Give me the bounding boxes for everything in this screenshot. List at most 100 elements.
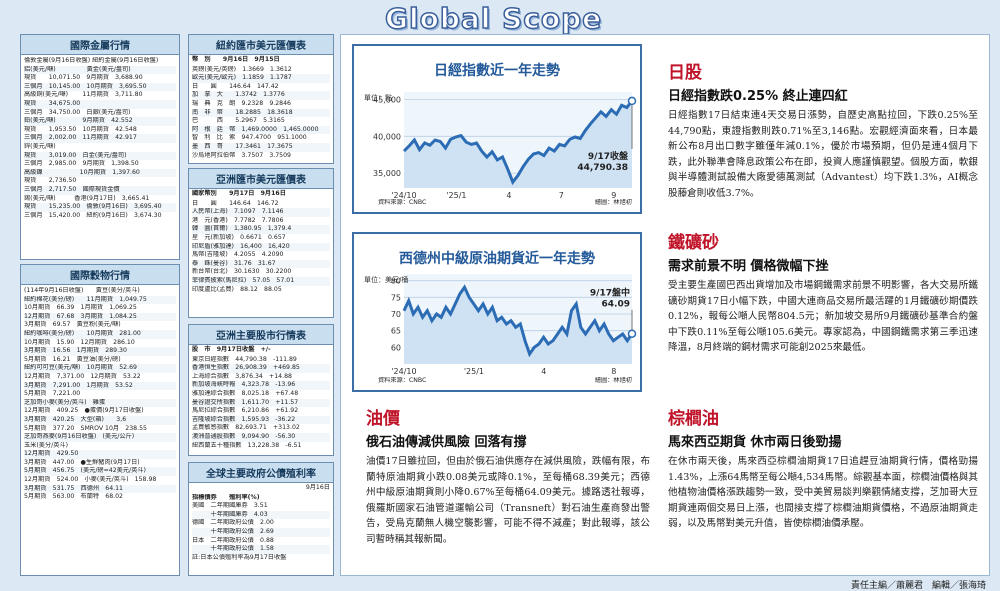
article-palm: 棕櫚油 馬來西亞期貨 休市兩日後勁揚 在休市兩天後，馬來西亞棕櫚油期貨17日追趕… [668,404,978,532]
table-row: 5月期貨 7,221.00 [24,390,81,398]
forex-usd-table: 英鎊(美元/英鎊) 1.3669 1.3612 歐元(美元/歐元) 1.1859 … [189,66,333,161]
grains-panel: 國際穀物行情 (114年9月16日收盤) 黃豆(美分/英斗) 紐約棉花(美分/磅)… [20,264,180,576]
article-iron-headline: 需求前景不明 價格微幅下挫 [668,259,829,274]
table-row: 十年期國庫券 4.03 [192,510,330,520]
oil-chart-title: 西德州中級原油期貨近一年走勢 [399,251,595,267]
callout-date: 9/17盤中 [590,287,630,299]
series-line [402,284,634,358]
table-row: 現貨 15,235.00 倫敦(9月16日) 3,695.40 [24,203,176,212]
table-row: 三個月 10,145.00 10月期貨 3,695.50 [24,82,176,92]
article-oil-headline: 俄石油傳減供風險 回落有撐 [366,435,527,450]
y-tick-label: 45,000 [373,95,401,104]
table-row: 12月期貨 429.50 [24,450,176,459]
nikkei-chart-credit: 繪圖：林旭初 [594,199,632,206]
table-row: 12月期貨 7,371.00 12月期貨 53.22 [24,372,141,380]
article-nikkei-headline: 日經指數跌0.25% 終止連四紅 [668,89,848,104]
table-row: 錫(美元/噸) 香港(9月17日) 3,665.41 [24,194,150,202]
table-row: 十年期政府公債 1.58 [192,545,330,554]
table-row: 三個月 34,750.00 白銀(美元/盎司) [24,108,131,116]
table-row: (114年9月16日收盤) 黃豆(美分/英斗) [24,287,140,294]
table-row: 菲律賓披索(馬尼拉) 57.05 57.01 [192,276,330,286]
bonds-panel: 全球主要政府公債殖利率 9月16日 指標債券 殖利率(%) 美國 二年期國庫券 … [188,462,334,576]
table-row: 紐約可可豆(美元/噸) 10月期貨 52.69 [24,364,176,373]
article-nikkei-section: 日股 [668,63,702,83]
article-palm-section: 棕櫚油 [668,409,719,429]
bonds-date: 9月16日 [305,484,330,491]
table-row: 墨 西 哥 17.3461 17.3675 [192,142,330,152]
table-row: 星 元(新加坡) 0.6671 0.657 [192,233,286,241]
forex-usd-header: 幣 別 9月16日 9月15日 [192,56,280,63]
table-row: 3月期貨 447.00 ●生鮮豬肉(9月17日) [24,458,140,466]
metals-table: 倫敦金屬(9月16日收盤) 紐約金屬(9月16日收盤) 鋁(美元/噸) 黃金(美元… [21,55,179,222]
footer-credit: 責任主編／蕭麗君 編輯／張海琦 [850,581,986,591]
table-row: 歐元(美元/歐元) 1.1859 1.1787 [192,74,330,83]
nikkei-chart-title: 日經指數近一年走勢 [434,63,560,79]
x-tick-label: '24/10 [391,367,416,376]
y-tick-label: 35,000 [373,169,401,178]
forex-asia-header: 國家幣別 9月17日 9月16日 [192,190,286,197]
table-row: 紐約咖啡(美分/磅) 10月期貨 281.00 [24,329,176,339]
table-row: 吉隆坡綜合指數 1,595.93 -36.22 [192,415,330,425]
table-row: 倫敦金屬(9月16日收盤) 紐約金屬(9月16日收盤) [24,57,159,64]
table-row: 3月期貨 16.56 1月期貨 289.30 [24,347,176,356]
series-line [402,99,634,186]
table-row: 3月期貨 420.25 大型(箱) 3,6 [24,415,176,425]
forex-usd-title: 紐約匯市美元匯價表 [189,35,333,55]
table-row: 港 元(香港) 7.7782 7.7806 [192,216,284,224]
article-iron-body: 受主要生產國巴西出貨增加及市場鋼鐵需求前景不明影響，各大交易所鐵礦砂期貨17日小… [668,280,978,353]
table-row: 日 圓 146.64 146.72 [192,199,279,207]
table-row: 3月期貨 531.75 西德州 64.11 [24,484,176,494]
article-nikkei: 日股 日經指數跌0.25% 終止連四紅 日經指數17日結束連4天交易日漲勢，自歷… [668,58,978,201]
x-tick-label: 9 [611,191,616,200]
bonds-table: 美國 二年期國庫券 3.51 十年期國庫券 4.03 德國 二年期政府公債 2.0… [189,502,333,554]
oil-chart-credit: 繪圖：林旭初 [594,377,632,384]
article-nikkei-body: 日經指數17日結束連4天交易日漲勢，自歷史高點拉回，下跌0.25%至44,790… [668,110,978,199]
table-row: 3月期貨 69.57 黃豆粉(美元/噸) [24,321,121,329]
table-row: 英鎊(美元/英鎊) 1.3669 1.3612 [192,65,292,73]
bonds-header: 指標債券 殖利率(%) [192,493,260,501]
metals-panel: 國際金屬行情 倫敦金屬(9月16日收盤) 紐約金屬(9月16日收盤) 鋁(美元/噸… [20,34,180,260]
y-tick-label: 60 [391,343,401,352]
x-tick-label: '25/1 [446,191,466,200]
x-tick-label: '25/1 [464,367,484,376]
table-row: 三個月 2,002.00 11月期貨 42.917 [24,134,176,143]
table-row: 鋅(美元/噸) [24,142,56,150]
table-row: 新加坡海峽時報 4,323.78 -13.96 [192,381,330,390]
article-palm-headline: 馬來西亞期貨 休市兩日後勁揚 [668,435,842,450]
table-row: 加 拿 大 1.3742 1.3776 [192,91,330,100]
table-row: 芝加哥燕麥(9月16日收盤) (美元/公斤) [24,433,176,442]
table-row: 人民幣(上海) 7.1097 7.1146 [192,208,330,217]
table-row: 三個月 2,717.50 國際現貨金價 [24,185,176,195]
table-row: 智 利 比 索 947.4700 951.1000 [192,134,307,142]
table-row: 5月期貨 377.20 SMROV 10月 238.55 [24,424,147,432]
table-row: 3月期貨 7,291.00 1月期貨 53.52 [24,381,176,391]
asia-stocks-header: 股 市 9月17日收盤 +/- [192,346,271,353]
y-tick-label: 70 [391,310,401,319]
table-row: 紐約棉花(美分/磅) 11月期貨 1,049.75 [24,295,176,305]
y-tick-label: 80 [391,277,401,286]
article-oil-section: 油價 [366,409,400,429]
article-palm-body: 在休市兩天後，馬來西亞棕櫚油期貨17日追趕豆油期貨行情，價格勁揚1.43%，上漲… [668,456,978,529]
table-row: 12月期貨 67.68 3月期貨 1,084.25 [24,312,176,322]
y-tick-label: 75 [391,293,401,302]
table-row: 現貨 3,019.00 白金(美元/盎司) [24,151,176,161]
table-row: 德國 二年期政府公債 2.00 [192,519,274,527]
table-row: 泰 銖(曼谷) 31.76 31.67 [192,259,330,269]
x-tick-label: '24/10 [391,191,416,200]
table-row: 現貨 1,953.50 10月期貨 42.548 [24,125,137,133]
table-row: 紐西蘭五十種指數 13,228.38 -6.51 [192,441,302,449]
x-tick-label: 4 [541,367,546,376]
bonds-title: 全球主要政府公債殖利率 [189,463,333,483]
table-row: 瑞 典 克 朗 9.2328 9.2846 [192,99,291,107]
oil-chart-card: 西德州中級原油期貨近一年走勢 60 65 70 75 80 '24/10 '25/1 4 8 單位… [352,232,642,392]
series-area [404,100,632,188]
forex-asia-table: 日 圓 146.64 146.72 人民幣(上海) 7.1097 7.1146 港 … [189,200,333,295]
table-row: 5月期貨 563.00 布蘭特 68.02 [24,493,123,501]
table-row: 玉米(美分/英斗) [24,441,69,449]
y-unit-label: 單位：美元/桶 [364,275,408,284]
table-row: 沙烏地阿拉伯幣 3.7507 3.7509 [192,151,291,159]
asia-stocks-table: 東京日經指數 44,790.38 -111.89 香港恒生指數 26,908.39… [189,356,333,451]
table-row: 三個月 2,985.00 9月期貨 1,398.50 [24,160,139,168]
oil-chart-source: 資料來源：CNBC [378,377,427,384]
forex-usd-panel: 紐約匯市美元匯價表 幣 別 9月16日 9月15日 英鎊(美元/英鎊) 1.36… [188,34,334,164]
